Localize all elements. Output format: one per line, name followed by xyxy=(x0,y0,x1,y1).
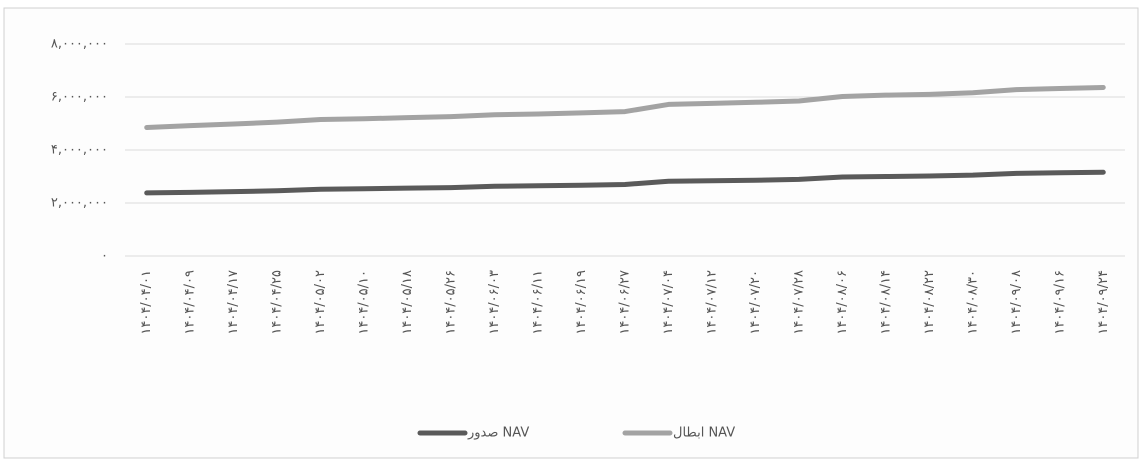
x-tick-label: ۱۴۰۴/۰۶/۰۳ xyxy=(487,270,502,335)
x-tick-label: ۱۴۰۴/۰۹/۰۸ xyxy=(1009,270,1024,335)
x-tick-label: ۱۴۰۴/۰۷/۱۲ xyxy=(704,270,719,335)
x-tick-label: ۱۴۰۴/۰۵/۱۰ xyxy=(357,270,372,335)
x-tick-label: ۱۴۰۴/۰۶/۱۱ xyxy=(531,270,546,335)
chart-frame xyxy=(3,7,1139,459)
series-line xyxy=(144,169,1106,196)
x-tick-label: ۱۴۰۴/۰۸/۳۰ xyxy=(965,270,980,335)
series-line xyxy=(144,84,1106,130)
x-tick-label: ۱۴۰۴/۰۷/۰۴ xyxy=(661,270,676,335)
x-tick-label: ۱۴۰۴/۰۵/۰۲ xyxy=(313,270,328,335)
x-tick-label: ۱۴۰۴/۰۷/۲۸ xyxy=(791,270,806,335)
legend-label: ابطال NAV xyxy=(673,426,735,441)
x-tick-label: ۱۴۰۴/۰۵/۱۸ xyxy=(400,270,415,335)
x-tick-label: ۱۴۰۴/۰۷/۲۰ xyxy=(748,270,763,335)
y-tick-label: ۴,۰۰۰,۰۰۰ xyxy=(51,143,108,158)
x-tick-label: ۱۴۰۴/۰۴/۱۷ xyxy=(226,270,241,335)
x-tick-label: ۱۴۰۴/۰۴/۰۱ xyxy=(139,270,154,335)
x-tick-label: ۱۴۰۴/۰۸/۱۴ xyxy=(878,270,893,335)
x-tick-label: ۱۴۰۴/۰۸/۰۶ xyxy=(835,270,850,335)
x-tick-label: ۱۴۰۴/۰۸/۲۲ xyxy=(922,270,937,335)
x-tick-label: ۱۴۰۴/۰۹/۲۴ xyxy=(1096,270,1111,335)
y-tick-label: ۲,۰۰۰,۰۰۰ xyxy=(51,196,108,211)
x-tick-label: ۱۴۰۴/۰۶/۱۹ xyxy=(574,270,589,335)
legend-label: صدور NAV xyxy=(467,426,529,441)
x-tick-label: ۱۴۰۴/۰۵/۲۶ xyxy=(444,270,459,335)
y-tick-label: ۰ xyxy=(101,249,108,264)
x-tick-label: ۱۴۰۴/۰۶/۲۷ xyxy=(618,270,633,335)
y-tick-label: ۸,۰۰۰,۰۰۰ xyxy=(51,37,108,52)
x-tick-label: ۱۴۰۴/۰۴/۰۹ xyxy=(183,270,198,335)
x-tick-label: ۱۴۰۴/۰۹/۱۶ xyxy=(1052,270,1067,335)
y-tick-label: ۶,۰۰۰,۰۰۰ xyxy=(51,90,108,105)
x-tick-label: ۱۴۰۴/۰۴/۲۵ xyxy=(270,270,285,335)
